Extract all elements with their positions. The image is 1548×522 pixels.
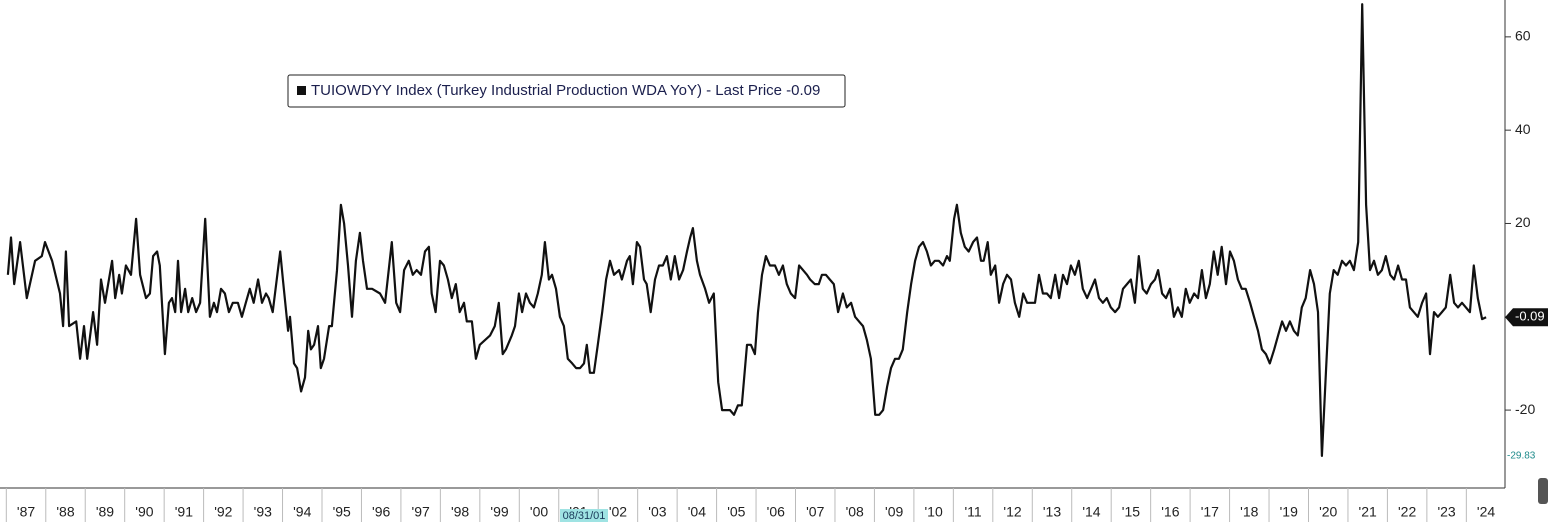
x-tick-label: '21: [1359, 504, 1377, 520]
x-tick-label: '19: [1280, 504, 1298, 520]
x-tick-label: '14: [1082, 504, 1100, 520]
x-tick-label: '00: [530, 504, 548, 520]
x-tick-label: '20: [1319, 504, 1337, 520]
min-label: -29.83: [1507, 451, 1536, 462]
x-tick-label: '09: [885, 504, 903, 520]
cursor-label: 08/31/01: [563, 510, 606, 522]
x-tick-label: '16: [1161, 504, 1179, 520]
series-line: [6, 3, 1487, 457]
x-tick-label: '05: [727, 504, 745, 520]
last-price-tag: [1505, 308, 1548, 327]
x-tick-label: '06: [767, 504, 785, 520]
x-tick-label: '10: [924, 504, 942, 520]
x-tick-label: '22: [1398, 504, 1416, 520]
x-tick-label: '07: [806, 504, 824, 520]
x-tick-label: '15: [1122, 504, 1140, 520]
last-price-label: -0.09: [1515, 309, 1545, 324]
x-tick-label: '93: [254, 504, 272, 520]
legend-swatch: [297, 86, 306, 95]
x-tick-label: '24: [1477, 504, 1495, 520]
x-tick-label: '98: [451, 504, 469, 520]
x-tick-label: '04: [688, 504, 706, 520]
x-tick-label: '88: [56, 504, 74, 520]
plot: [6, 3, 1487, 457]
corner-icon: [1538, 478, 1548, 504]
legend: TUIOWDYY Index (Turkey Industrial Produc…: [287, 74, 846, 108]
x-tick-label: '99: [490, 504, 508, 520]
x-tick-label: '97: [412, 504, 430, 520]
x-tick-label: '89: [96, 504, 114, 520]
x-tick-label: '12: [1003, 504, 1021, 520]
x-tick-label: '18: [1240, 504, 1258, 520]
x-tick-label: '23: [1437, 504, 1455, 520]
y-tick-label: 40: [1515, 121, 1531, 137]
x-tick-label: '02: [609, 504, 627, 520]
x-tick-label: '95: [333, 504, 351, 520]
x-tick-label: '90: [135, 504, 153, 520]
x-tick-label: '08: [846, 504, 864, 520]
x-tick-label: '87: [17, 504, 35, 520]
x-tick-label: '03: [648, 504, 666, 520]
x-tick-label: '96: [372, 504, 390, 520]
y-tick-label: -20: [1515, 401, 1535, 417]
legend-box: [287, 74, 846, 108]
x-tick-label: '17: [1201, 504, 1219, 520]
x-tick-label: '13: [1043, 504, 1061, 520]
x-tick-label: '91: [175, 504, 193, 520]
y-tick-label: 20: [1515, 214, 1531, 230]
x-tick-label: '92: [214, 504, 232, 520]
x-tick-label: '11: [964, 504, 981, 520]
cursor-box: [560, 509, 608, 522]
legend-label: TUIOWDYY Index (Turkey Industrial Produc…: [311, 82, 820, 99]
x-tick-label: '94: [293, 504, 311, 520]
y-tick-label: 60: [1515, 28, 1531, 44]
